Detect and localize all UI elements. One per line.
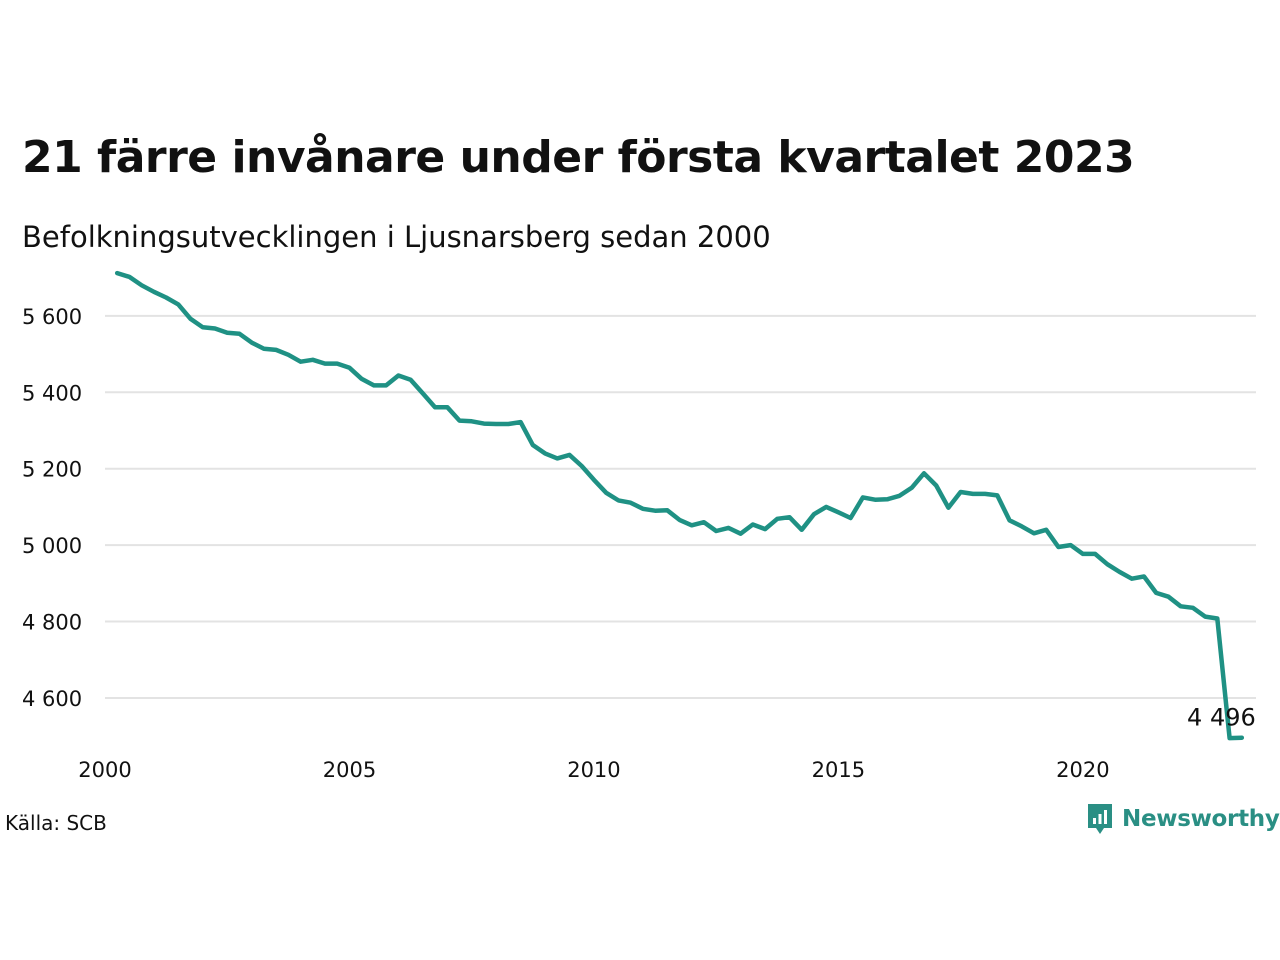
brand-name: Newsworthy (1122, 806, 1280, 832)
gridlines (105, 314, 1256, 699)
brand-logo: Newsworthy (1086, 802, 1280, 836)
y-axis-ticks: 4 600 4 800 5 000 5 200 5 400 5 600 (22, 305, 82, 711)
x-tick-label: 2010 (567, 758, 620, 782)
x-tick-label: 2020 (1056, 758, 1109, 782)
end-value-label: 4 496 (1187, 704, 1256, 732)
series-layer (114, 270, 1245, 741)
x-tick-label: 2005 (323, 758, 376, 782)
y-tick-label: 4 800 (22, 611, 82, 635)
source-note: Källa: SCB (5, 811, 107, 835)
series-line (114, 270, 1245, 741)
chart-title: 21 färre invånare under första kvartalet… (22, 132, 1135, 183)
y-tick-label: 5 000 (22, 534, 82, 558)
x-tick-label: 2015 (812, 758, 865, 782)
y-tick-label: 5 400 (22, 381, 82, 405)
end-label-layer: 4 496 (1187, 704, 1256, 732)
chart-subtitle: Befolkningsutvecklingen i Ljusnarsberg s… (22, 220, 771, 254)
bar-chart-badge-icon (1088, 804, 1112, 834)
y-tick-label: 5 200 (22, 458, 82, 482)
x-axis-ticks: 2000 2005 2010 2015 2020 (78, 758, 1109, 782)
y-tick-label: 5 600 (22, 305, 82, 329)
x-tick-label: 2000 (78, 758, 131, 782)
y-tick-label: 4 600 (22, 687, 82, 711)
